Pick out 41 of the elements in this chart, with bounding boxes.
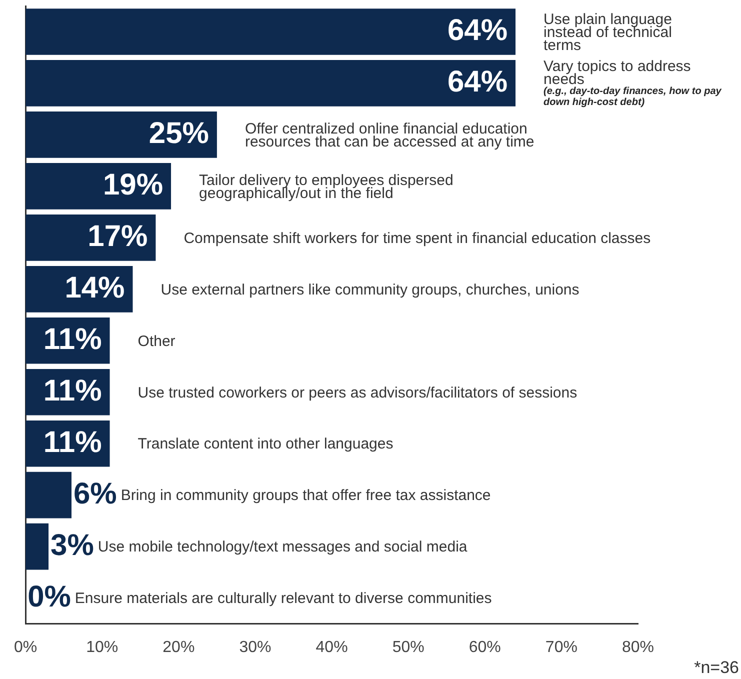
x-tick-label: 80%	[622, 638, 654, 656]
data-label: 11%	[43, 322, 102, 356]
bar	[26, 523, 49, 570]
y-tick-label: Offer centralized online financial education resources that can be accessed at any time	[244, 120, 534, 150]
y-tick-label: Use mobile technology/text messages and social media	[98, 538, 468, 556]
bar	[26, 214, 156, 261]
x-tick-label: 50%	[392, 638, 424, 656]
y-tick-label: Use plain language instead of technical terms	[544, 10, 672, 54]
x-tick-label: 70%	[545, 638, 578, 656]
bar	[26, 472, 72, 518]
y-tick-label: Translate content into other languages	[138, 436, 394, 453]
x-tick-label: 40%	[316, 638, 348, 656]
x-tick-label: 0%	[14, 638, 38, 656]
y-tick-label: Vary topics to address needs (e.g., day-to-day finances, how to pay down high-cost debt)	[544, 58, 722, 108]
y-tick-label: Bring in community groups that offer free tax assistance	[120, 487, 491, 504]
data-label: 6%	[73, 477, 117, 510]
x-tick-label: 30%	[239, 638, 272, 656]
data-label: 11%	[43, 426, 102, 459]
y-tick-label: Other	[138, 332, 176, 350]
data-label: 64%	[447, 14, 508, 48]
data-label: 0%	[28, 580, 71, 614]
data-label: 14%	[64, 271, 125, 304]
data-label: 3%	[50, 528, 94, 562]
text: *n=36	[694, 658, 739, 678]
y-tick-label: Use external partners like community groups, churches, unions	[160, 281, 580, 298]
data-label: 64%	[447, 65, 508, 98]
bar	[26, 8, 516, 55]
y-tick-label: Use trusted coworkers or peers as advisors/facilitators of sessions	[138, 384, 578, 402]
y-tick-label: Tailor delivery to employees dispersed geographically/out in the field	[199, 172, 454, 202]
x-tick-label: 10%	[86, 638, 118, 656]
y-tick-label: Compensate shift workers for time spent in financial education classes	[184, 230, 651, 247]
data-label: 25%	[148, 116, 209, 150]
data-label: 17%	[88, 220, 148, 253]
x-tick-label: 20%	[162, 638, 195, 656]
bar	[26, 112, 217, 158]
bar	[26, 60, 516, 106]
y-tick-label: Ensure materials are culturally relevant to diverse communities	[74, 590, 492, 608]
bar	[26, 163, 172, 210]
data-label: 11%	[43, 374, 102, 408]
data-label: 19%	[102, 168, 164, 202]
x-tick-label: 60%	[468, 638, 501, 656]
